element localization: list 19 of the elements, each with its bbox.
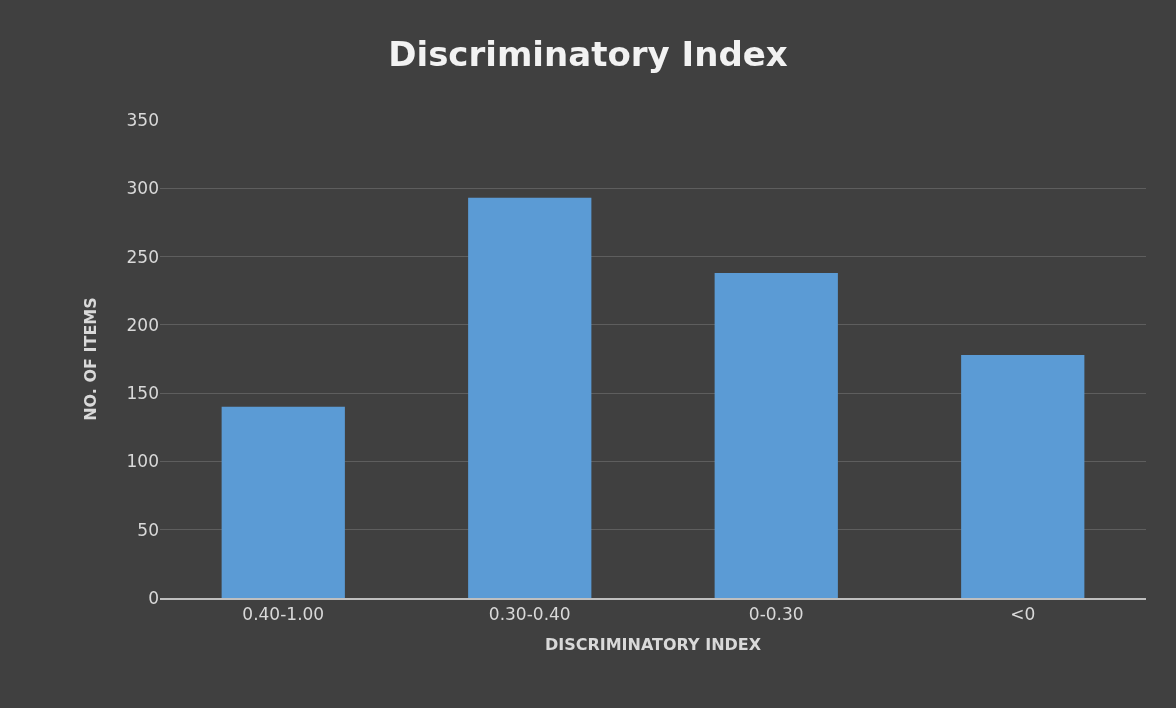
- x-tick-label: <0: [1010, 604, 1036, 625]
- bar: [468, 197, 592, 598]
- bar: [714, 272, 838, 598]
- x-axis-title: DISCRIMINATORY INDEX: [544, 634, 762, 654]
- bar: [221, 406, 345, 598]
- chart-title: Discriminatory Index: [388, 34, 788, 75]
- y-tick-label: 350: [126, 109, 159, 130]
- y-axis-title: NO. OF ITEMS: [81, 297, 101, 421]
- x-tick-label: 0-0.30: [748, 604, 804, 625]
- y-tick-label: 250: [126, 246, 159, 267]
- y-tick-label: 100: [126, 451, 159, 472]
- x-tick-label: 0.30-0.40: [488, 604, 571, 625]
- y-tick-label: 300: [126, 178, 159, 199]
- y-tick-label: 0: [148, 587, 159, 608]
- y-tick-label: 50: [137, 519, 159, 540]
- x-tick-label: 0.40-1.00: [242, 604, 325, 625]
- y-tick-label: 150: [126, 383, 159, 404]
- bar: [961, 354, 1085, 598]
- y-tick-label: 200: [126, 314, 159, 335]
